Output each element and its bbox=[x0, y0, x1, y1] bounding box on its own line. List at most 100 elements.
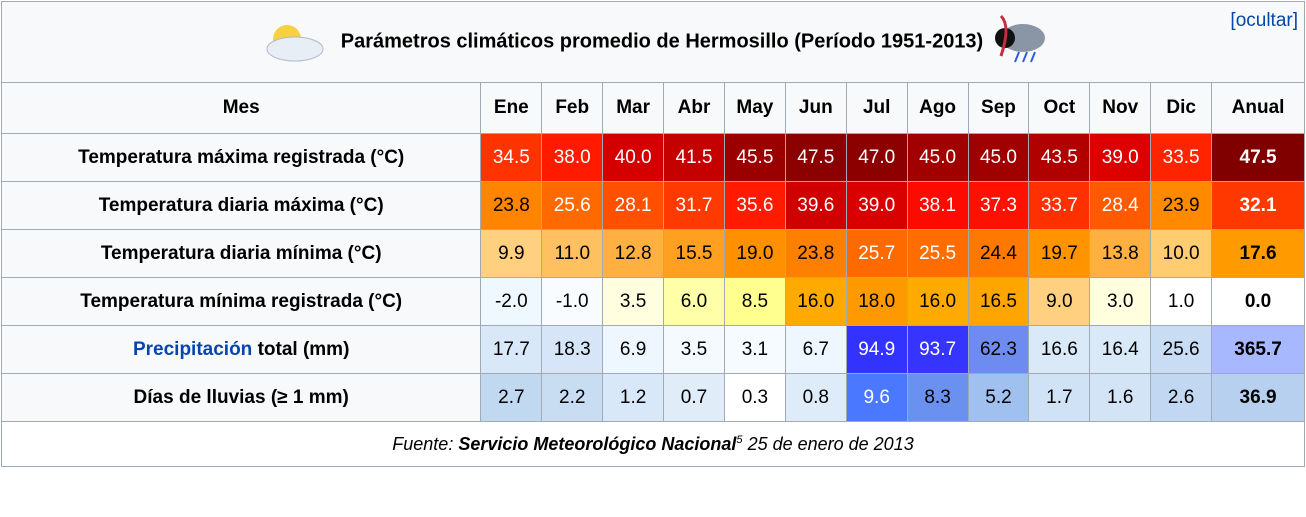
value-cell: 9.9 bbox=[480, 229, 543, 278]
value-cell: 19.0 bbox=[723, 229, 786, 278]
value-cell: 15.5 bbox=[663, 229, 725, 278]
footer-date: 25 de enero de 2013 bbox=[747, 433, 914, 454]
hide-link-text[interactable]: ocultar bbox=[1235, 10, 1293, 31]
footer-source[interactable]: Servicio Meteorológico Nacional bbox=[458, 433, 737, 454]
row-label-text: total (mm) bbox=[257, 338, 350, 360]
value-cell: 17.6 bbox=[1211, 229, 1305, 278]
value-cell: 8.3 bbox=[906, 373, 969, 422]
row-label: Temperatura mínima registrada (°C) bbox=[0, 277, 482, 326]
value-cell: 11.0 bbox=[541, 229, 604, 278]
data-row: Días de lluvias (≥ 1 mm) 2.7 2.2 1.2 0.7 0.3 0… bbox=[0, 373, 1305, 422]
value-cell: 45.0 bbox=[906, 133, 969, 182]
value-cell: 3.1 bbox=[723, 325, 786, 374]
value-cell: -2.0 bbox=[480, 277, 543, 326]
value-cell: 31.7 bbox=[663, 181, 725, 230]
footer-ref[interactable]: 5 bbox=[736, 433, 743, 446]
sun-icon bbox=[266, 25, 324, 62]
value-cell: 1.2 bbox=[602, 373, 665, 422]
title: Parámetros climáticos promedio de Hermos… bbox=[340, 30, 984, 53]
table-body: Temperatura máxima registrada (°C) 34.5 38… bbox=[0, 133, 1305, 422]
value-cell: 34.5 bbox=[480, 133, 543, 182]
value-cell: 16.4 bbox=[1089, 325, 1152, 374]
row-label: Temperatura máxima registrada (°C) bbox=[0, 133, 482, 182]
value-cell: 8.5 bbox=[723, 277, 786, 326]
value-cell: 1.7 bbox=[1028, 373, 1091, 422]
value-cell: 0.8 bbox=[784, 373, 847, 422]
value-cell: 9.0 bbox=[1028, 277, 1091, 326]
value-cell: 25.6 bbox=[1150, 325, 1213, 374]
title-cell: Parámetros climáticos promedio de Hermos… bbox=[1, 1, 1305, 83]
column-header: Ene bbox=[480, 82, 543, 134]
value-cell: 38.1 bbox=[906, 181, 969, 230]
value-cell: 23.8 bbox=[784, 229, 847, 278]
value-cell: 47.5 bbox=[784, 133, 847, 182]
value-cell: 18.0 bbox=[845, 277, 908, 326]
column-header: Mes bbox=[0, 82, 482, 134]
value-cell: 1.0 bbox=[1150, 277, 1213, 326]
value-cell: 23.8 bbox=[480, 181, 543, 230]
value-cell: 365.7 bbox=[1211, 325, 1305, 374]
data-row: Temperatura mínima registrada (°C) -2.0 -1… bbox=[0, 277, 1305, 326]
value-cell: 3.5 bbox=[663, 325, 725, 374]
value-cell: 0.0 bbox=[1211, 277, 1305, 326]
row-label-text: Temperatura diaria mínima (°C) bbox=[100, 242, 382, 264]
row-label: Temperatura diaria mínima (°C) bbox=[0, 229, 482, 278]
row-label-link[interactable]: Precipitación bbox=[132, 338, 253, 360]
row-label: Precipitación total (mm) bbox=[0, 325, 482, 374]
value-cell: 39.0 bbox=[845, 181, 908, 230]
row-label: Días de lluvias (≥ 1 mm) bbox=[0, 373, 482, 422]
row-label-text: Temperatura mínima registrada (°C) bbox=[80, 290, 403, 312]
storm-icon bbox=[994, 14, 1045, 63]
value-cell: 28.4 bbox=[1089, 181, 1152, 230]
row-label-text: Temperatura diaria máxima (°C) bbox=[98, 194, 384, 216]
value-cell: 16.5 bbox=[967, 277, 1030, 326]
value-cell: 3.5 bbox=[602, 277, 665, 326]
value-cell: 28.1 bbox=[602, 181, 665, 230]
value-cell: 25.6 bbox=[541, 181, 604, 230]
header-row: Mes Ene Feb Mar Abr May Jun Jul Ago Sep Oct Nov Dic A… bbox=[0, 82, 1305, 134]
column-header: Oct bbox=[1028, 82, 1091, 134]
value-cell: 37.3 bbox=[967, 181, 1030, 230]
value-cell: 45.0 bbox=[967, 133, 1030, 182]
hide-link[interactable]: [ocultar] bbox=[1230, 10, 1298, 31]
value-cell: 17.7 bbox=[480, 325, 543, 374]
value-cell: 16.0 bbox=[906, 277, 969, 326]
value-cell: 41.5 bbox=[663, 133, 725, 182]
value-cell: 40.0 bbox=[602, 133, 665, 182]
footer: Fuente: Servicio Meteorológico Nacional5… bbox=[1, 421, 1305, 467]
value-cell: -1.0 bbox=[541, 277, 604, 326]
column-header: Jun bbox=[784, 82, 847, 134]
column-header: Feb bbox=[541, 82, 604, 134]
value-cell: 62.3 bbox=[967, 325, 1030, 374]
value-cell: 12.8 bbox=[602, 229, 665, 278]
column-header: Mar bbox=[602, 82, 665, 134]
value-cell: 94.9 bbox=[845, 325, 908, 374]
value-cell: 25.5 bbox=[906, 229, 969, 278]
value-cell: 33.5 bbox=[1150, 133, 1213, 182]
column-header: May bbox=[723, 82, 786, 134]
value-cell: 47.0 bbox=[845, 133, 908, 182]
data-row: Temperatura máxima registrada (°C) 34.5 38… bbox=[0, 133, 1305, 182]
value-cell: 10.0 bbox=[1150, 229, 1213, 278]
row-label-text: Días de lluvias (≥ 1 mm) bbox=[133, 386, 349, 408]
value-cell: 39.6 bbox=[784, 181, 847, 230]
value-cell: 45.5 bbox=[723, 133, 786, 182]
value-cell: 16.0 bbox=[784, 277, 847, 326]
value-cell: 19.7 bbox=[1028, 229, 1091, 278]
value-cell: 0.3 bbox=[723, 373, 786, 422]
value-cell: 33.7 bbox=[1028, 181, 1091, 230]
value-cell: 35.6 bbox=[723, 181, 786, 230]
data-row: Temperatura diaria mínima (°C) 9.9 11.0 12.… bbox=[0, 229, 1305, 278]
value-cell: 3.0 bbox=[1089, 277, 1152, 326]
column-header: Abr bbox=[663, 82, 725, 134]
column-header: Nov bbox=[1089, 82, 1152, 134]
data-row: Precipitación total (mm) 17.7 18.3 6.9 3.5 3.… bbox=[0, 325, 1305, 374]
footer-prefix: Fuente: bbox=[392, 433, 454, 454]
value-cell: 13.8 bbox=[1089, 229, 1152, 278]
column-header: Dic bbox=[1150, 82, 1213, 134]
column-header: Sep bbox=[967, 82, 1030, 134]
column-header: Anual bbox=[1211, 82, 1305, 134]
value-cell: 5.2 bbox=[967, 373, 1030, 422]
value-cell: 32.1 bbox=[1211, 181, 1305, 230]
value-cell: 6.7 bbox=[784, 325, 847, 374]
